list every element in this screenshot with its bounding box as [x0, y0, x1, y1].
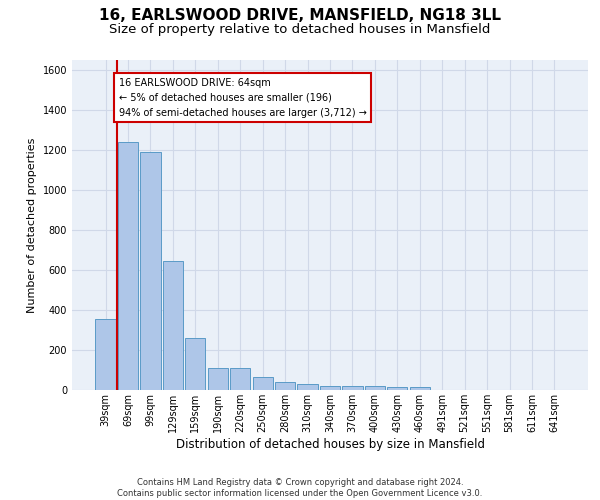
Bar — [387, 387, 407, 390]
Bar — [343, 386, 362, 390]
Bar — [140, 152, 161, 390]
Bar — [95, 319, 116, 390]
Bar — [410, 387, 430, 390]
Bar — [365, 386, 385, 390]
Bar — [208, 368, 228, 390]
Bar — [298, 384, 317, 390]
Text: Size of property relative to detached houses in Mansfield: Size of property relative to detached ho… — [109, 22, 491, 36]
Text: 16, EARLSWOOD DRIVE, MANSFIELD, NG18 3LL: 16, EARLSWOOD DRIVE, MANSFIELD, NG18 3LL — [99, 8, 501, 22]
Text: 16 EARLSWOOD DRIVE: 64sqm
← 5% of detached houses are smaller (196)
94% of semi-: 16 EARLSWOOD DRIVE: 64sqm ← 5% of detach… — [119, 78, 367, 118]
Y-axis label: Number of detached properties: Number of detached properties — [27, 138, 37, 312]
Bar — [275, 382, 295, 390]
X-axis label: Distribution of detached houses by size in Mansfield: Distribution of detached houses by size … — [176, 438, 485, 450]
Bar — [320, 386, 340, 390]
Bar — [118, 142, 138, 390]
Bar — [163, 261, 183, 390]
Bar — [185, 338, 205, 390]
Text: Contains HM Land Registry data © Crown copyright and database right 2024.
Contai: Contains HM Land Registry data © Crown c… — [118, 478, 482, 498]
Bar — [230, 368, 250, 390]
Bar — [253, 377, 273, 390]
